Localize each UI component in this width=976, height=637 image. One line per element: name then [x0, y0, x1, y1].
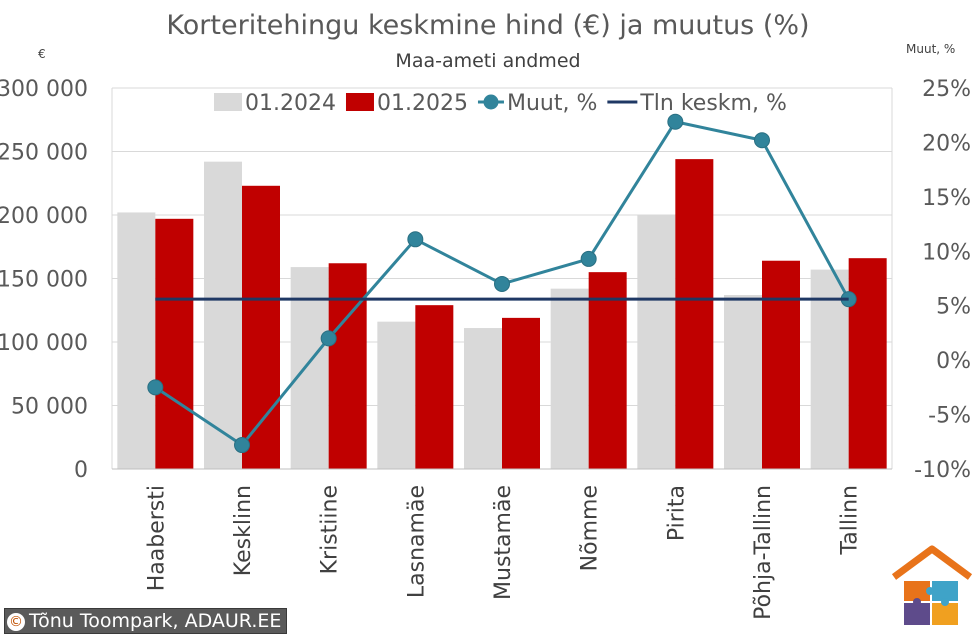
- legend-swatch-marker: [483, 94, 499, 110]
- legend-label: Tln keskm, %: [639, 91, 787, 116]
- bar-012024-4: [464, 328, 502, 469]
- bar-012025-1: [242, 185, 280, 470]
- bar-012024-7: [724, 295, 762, 469]
- x-tick-label: Nõmme: [578, 485, 603, 571]
- x-tick-label: Kesklinn: [231, 485, 256, 576]
- x-tick-label: Haabersti: [144, 485, 169, 591]
- legend-swatch-bar: [345, 93, 374, 111]
- y-left-tick-label: 150 000: [0, 268, 88, 293]
- x-tick-label: Mustamäe: [491, 485, 516, 600]
- y-left-tick-label: 100 000: [0, 331, 88, 356]
- legend-label: 01.2025: [377, 91, 468, 116]
- bar-012025-2: [328, 263, 367, 469]
- y-right-tick-label: 25%: [922, 77, 971, 102]
- bar-012025-3: [415, 305, 454, 469]
- y-left-tick-label: 200 000: [0, 204, 88, 229]
- x-tick-label: Lasnamäe: [404, 485, 429, 598]
- credit-text: Tõnu Toompark, ADAUR.EE: [29, 610, 282, 632]
- y-left-tick-label: 300 000: [0, 77, 88, 102]
- muut-point-3: [407, 231, 424, 248]
- chart-title: Korteritehingu keskmine hind (€) ja muut…: [166, 10, 810, 41]
- x-tick-label: Tallinn: [838, 485, 863, 556]
- legend-swatch-bar: [214, 93, 242, 111]
- bar-012024-6: [637, 215, 676, 469]
- bar-012025-0: [155, 218, 194, 469]
- y-left-tick-label: 50 000: [11, 395, 88, 420]
- copyright-credit: © Tõnu Toompark, ADAUR.EE: [4, 608, 288, 634]
- bar-012025-6: [675, 159, 714, 469]
- bar-012025-8: [848, 258, 887, 469]
- y-left-tick-label: 0: [74, 458, 88, 483]
- y-right-tick-label: 20%: [922, 131, 971, 156]
- muut-point-1: [234, 437, 250, 454]
- legend-label: 01.2024: [245, 91, 336, 116]
- y-right-tick-label: -5%: [928, 404, 971, 429]
- y-right-tick-label: 15%: [922, 186, 971, 211]
- bar-012024-1: [204, 161, 242, 469]
- y-right-tick-label: 5%: [936, 295, 971, 320]
- y-right-tick-label: 10%: [922, 240, 971, 265]
- muut-point-0: [147, 379, 164, 396]
- muut-point-4: [494, 275, 510, 292]
- copyright-icon: ©: [7, 613, 25, 631]
- bar-012024-2: [290, 267, 329, 469]
- x-tick-label: Pirita: [664, 485, 689, 541]
- muut-point-2: [320, 330, 337, 347]
- muut-point-7: [754, 132, 770, 149]
- y-left-tick-label: 250 000: [0, 141, 88, 166]
- y-right-unit-label: Muut, %: [906, 42, 956, 56]
- y-left-unit-label: €: [38, 47, 46, 61]
- bar-012025-4: [502, 317, 540, 469]
- y-right-tick-label: 0%: [936, 349, 971, 374]
- chart-subtitle: Maa-ameti andmed: [395, 50, 581, 72]
- bar-012024-5: [550, 288, 589, 469]
- house-puzzle-logo-icon: [892, 545, 972, 625]
- bar-012025-5: [588, 272, 627, 469]
- muut-point-6: [667, 113, 684, 130]
- bar-012025-7: [762, 260, 800, 469]
- bar-012024-3: [377, 321, 416, 469]
- legend-label: Muut, %: [507, 91, 597, 116]
- y-right-tick-label: -10%: [914, 458, 971, 483]
- x-tick-label: Kristiine: [318, 485, 343, 574]
- bar-012024-0: [117, 212, 156, 469]
- x-tick-label: Põhja-Tallinn: [751, 485, 776, 620]
- muut-point-5: [580, 250, 597, 267]
